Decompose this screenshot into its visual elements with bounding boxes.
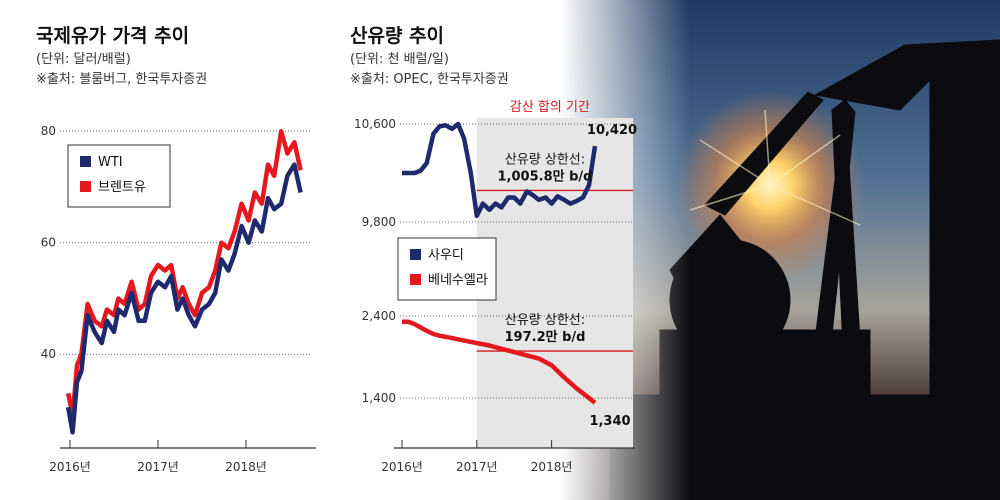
legend-label-venezuela: 베네수엘라: [428, 273, 488, 288]
gridlines: [60, 130, 312, 355]
legend-label-wti: WTI: [98, 155, 123, 170]
legend-label-saudi: 사우디: [428, 248, 464, 263]
legend-swatch-saudi: [410, 249, 421, 260]
oil-production-chart: 산유량 추이 (단위: 천 배럴/일) ※출처: OPEC, 한국투자증권 감산…: [350, 25, 637, 474]
y-axis: 10,600 9,800 2,400 1,400: [354, 117, 396, 405]
ref-line-label-venezuela: 산유량 상한선:: [505, 313, 585, 328]
y-axis: 80 60 40: [41, 124, 56, 361]
source-note: ※출처: 블룸버그, 한국투자증권: [36, 72, 207, 87]
oil-price-chart: 국제유가 가격 추이 (단위: 달러/배럴) ※출처: 블룸버그, 한국투자증권…: [36, 25, 316, 474]
chart-title: 국제유가 가격 추이: [36, 25, 189, 47]
series-line-wti: [65, 162, 303, 435]
series-line-brent: [65, 128, 303, 418]
x-tick-label: 2017년: [456, 460, 498, 474]
series-line-venezuela: [402, 319, 597, 405]
legend: 사우디 베네수엘라: [397, 237, 497, 301]
x-tick-label: 2018년: [531, 460, 573, 474]
legend: WTI 브렌트유: [67, 144, 171, 208]
ref-line-value-saudi: 1,005.8만 b/d: [498, 168, 593, 184]
legend-label-brent: 브렌트유: [98, 180, 146, 195]
y-tick-label: 9,800: [362, 215, 396, 229]
x-tick-label: 2017년: [137, 460, 179, 474]
y-tick-label: 60: [41, 236, 56, 250]
end-label-saudi: 10,420: [587, 123, 637, 138]
production-cut-period-shade: [476, 118, 633, 448]
legend-box: [397, 237, 497, 301]
series-line-saudi: [402, 121, 598, 219]
series-lines: [402, 121, 598, 405]
y-tick-label: 10,600: [354, 117, 396, 131]
unit-note: (단위: 달러/배럴): [36, 52, 131, 67]
unit-note: (단위: 천 배럴/일): [350, 52, 449, 67]
source-note: ※출처: OPEC, 한국투자증권: [350, 72, 509, 87]
x-axis: 2016년 2017년 2018년: [381, 440, 635, 474]
y-tick-label: 40: [41, 347, 56, 361]
legend-swatch-wti: [80, 156, 91, 167]
y-tick-label: 80: [41, 124, 56, 138]
y-tick-label: 2,400: [362, 309, 396, 323]
ref-line-value-venezuela: 197.2만 b/d: [505, 329, 586, 345]
x-tick-label: 2016년: [49, 460, 91, 474]
series-lines: [65, 128, 303, 435]
production-cut-period-label: 감산 합의 기간: [510, 100, 590, 115]
end-label-venezuela: 1,340: [589, 414, 630, 429]
x-tick-label: 2016년: [381, 460, 423, 474]
legend-swatch-venezuela: [410, 274, 421, 285]
y-tick-label: 1,400: [362, 391, 396, 405]
ref-line-label-saudi: 산유량 상한선:: [505, 152, 585, 167]
legend-swatch-brent: [80, 181, 91, 192]
x-axis: 2016년 2017년 2018년: [49, 440, 316, 474]
legend-box: [67, 144, 171, 208]
sun-rays: [689, 109, 861, 226]
chart-title: 산유량 추이: [350, 25, 444, 47]
x-tick-label: 2018년: [225, 460, 267, 474]
